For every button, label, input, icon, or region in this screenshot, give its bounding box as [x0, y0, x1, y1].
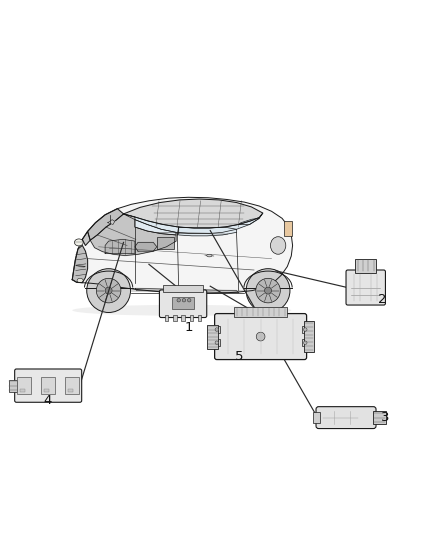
- Ellipse shape: [72, 305, 291, 316]
- Ellipse shape: [270, 237, 286, 254]
- Polygon shape: [82, 231, 90, 246]
- Circle shape: [87, 269, 131, 312]
- Bar: [18, 377, 32, 394]
- Bar: [190, 315, 193, 321]
- Circle shape: [215, 341, 219, 344]
- Bar: [9, 379, 18, 392]
- Bar: [157, 237, 174, 249]
- Bar: [372, 411, 385, 424]
- Text: 3: 3: [381, 411, 390, 424]
- Polygon shape: [239, 219, 259, 224]
- Circle shape: [256, 278, 280, 303]
- Bar: [302, 326, 309, 333]
- FancyBboxPatch shape: [316, 407, 376, 429]
- Bar: [172, 297, 194, 309]
- Circle shape: [96, 278, 121, 303]
- Text: 2: 2: [378, 293, 386, 306]
- Ellipse shape: [77, 278, 83, 282]
- Bar: [65, 377, 79, 394]
- Polygon shape: [72, 197, 293, 293]
- Bar: [213, 326, 220, 333]
- Polygon shape: [135, 220, 176, 235]
- Polygon shape: [179, 227, 237, 236]
- Bar: [163, 285, 203, 292]
- Ellipse shape: [74, 239, 83, 246]
- Bar: [67, 389, 73, 392]
- Bar: [20, 389, 25, 392]
- Circle shape: [304, 341, 307, 344]
- Polygon shape: [72, 246, 88, 282]
- FancyBboxPatch shape: [14, 369, 81, 402]
- Circle shape: [256, 332, 265, 341]
- Bar: [304, 321, 314, 352]
- Bar: [314, 413, 320, 423]
- Text: 4: 4: [43, 394, 52, 407]
- Circle shape: [215, 328, 219, 332]
- Bar: [355, 260, 376, 273]
- Polygon shape: [124, 213, 263, 233]
- Polygon shape: [124, 199, 263, 228]
- Bar: [173, 315, 177, 321]
- Bar: [284, 221, 292, 236]
- Text: 5: 5: [234, 350, 243, 363]
- Bar: [44, 389, 49, 392]
- Circle shape: [246, 269, 290, 312]
- Circle shape: [304, 328, 307, 332]
- Bar: [302, 339, 309, 346]
- Bar: [165, 315, 168, 321]
- Bar: [213, 339, 220, 346]
- Ellipse shape: [207, 254, 212, 257]
- FancyBboxPatch shape: [159, 290, 207, 318]
- Bar: [181, 315, 185, 321]
- Bar: [198, 315, 201, 321]
- Bar: [207, 325, 218, 349]
- Polygon shape: [135, 288, 239, 293]
- Bar: [234, 307, 287, 317]
- Bar: [41, 377, 55, 394]
- Circle shape: [182, 298, 186, 302]
- Polygon shape: [108, 220, 115, 224]
- Circle shape: [265, 287, 272, 294]
- Polygon shape: [105, 239, 135, 253]
- Polygon shape: [88, 209, 124, 240]
- Circle shape: [105, 287, 112, 294]
- Polygon shape: [90, 214, 176, 255]
- Text: 1: 1: [184, 321, 193, 334]
- Circle shape: [177, 298, 180, 302]
- Polygon shape: [135, 243, 157, 251]
- FancyBboxPatch shape: [215, 313, 307, 360]
- FancyBboxPatch shape: [346, 270, 385, 305]
- Circle shape: [187, 298, 191, 302]
